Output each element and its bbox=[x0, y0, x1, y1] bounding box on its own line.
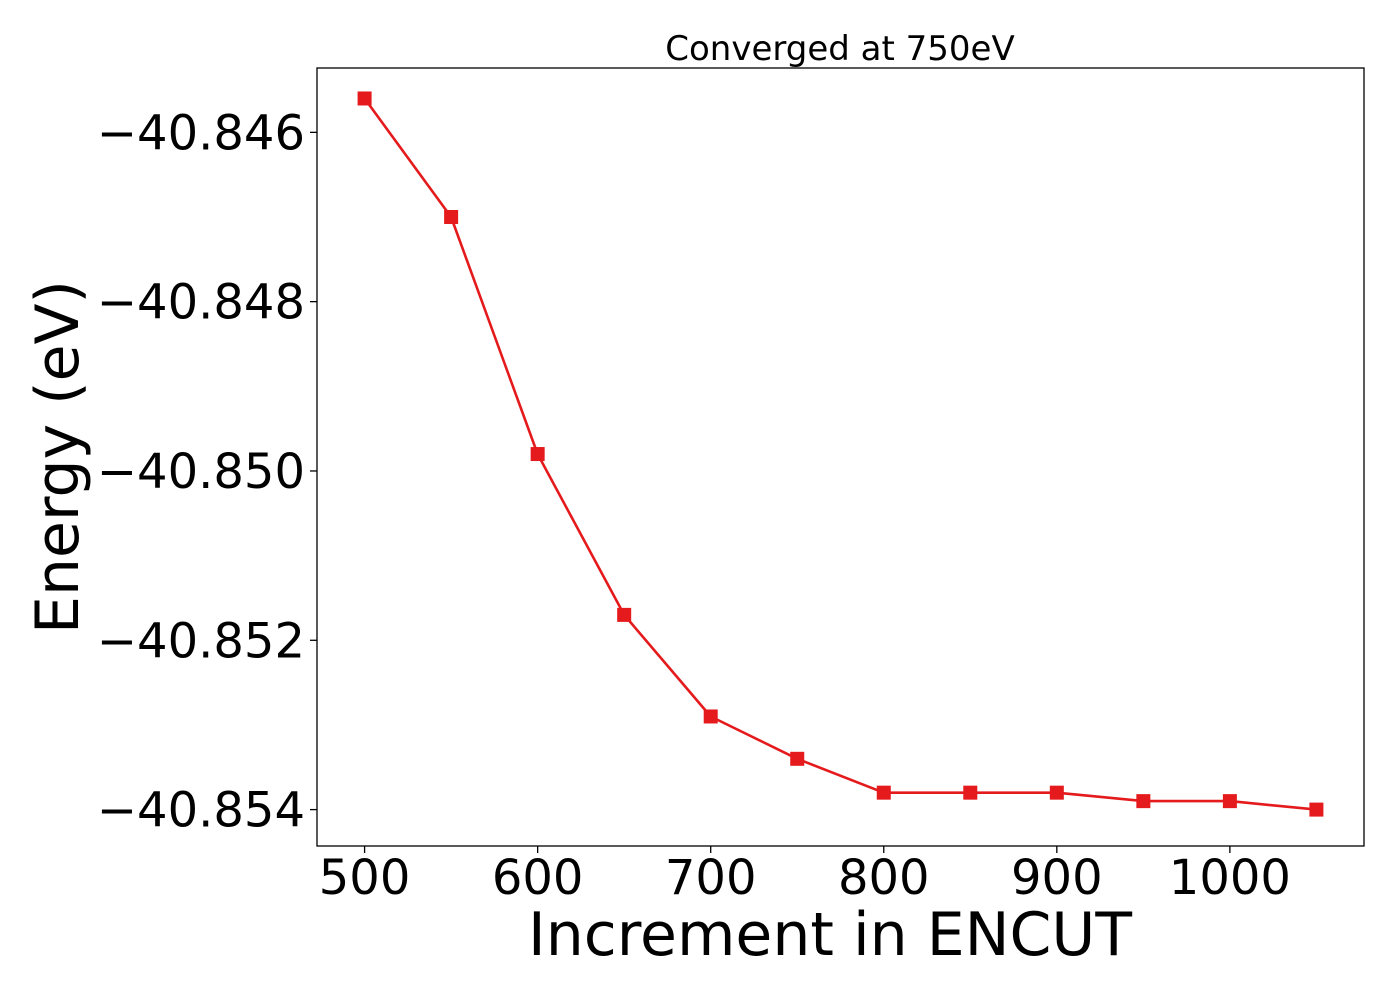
data-point bbox=[1309, 802, 1324, 817]
x-tick-label: 700 bbox=[665, 850, 757, 906]
x-axis-label: Increment in ENCUT bbox=[528, 900, 1132, 970]
y-tick-label: −40.846 bbox=[97, 105, 305, 161]
chart-title: Converged at 750eV bbox=[665, 29, 1014, 69]
data-point bbox=[444, 209, 459, 224]
series-line bbox=[363, 97, 1317, 811]
y-tick-label: −40.850 bbox=[97, 444, 305, 500]
x-tick-label: 800 bbox=[838, 850, 930, 906]
y-tick-label: −40.852 bbox=[97, 613, 305, 669]
data-point bbox=[357, 91, 372, 106]
data-point bbox=[790, 751, 805, 766]
plot-frame bbox=[316, 67, 1365, 847]
data-point bbox=[1222, 794, 1237, 809]
x-tick-label: 1000 bbox=[1169, 850, 1291, 906]
x-tick-label: 600 bbox=[492, 850, 584, 906]
data-point bbox=[703, 709, 718, 724]
y-tick-label: −40.854 bbox=[97, 783, 305, 839]
y-tick-label: −40.848 bbox=[97, 275, 305, 331]
data-point bbox=[530, 447, 545, 462]
x-axis-ticks: 500 600 700 800 900 1000 bbox=[319, 846, 1291, 906]
x-tick-label: 500 bbox=[319, 850, 411, 906]
plot-area bbox=[316, 67, 1365, 847]
x-tick-label: 900 bbox=[1011, 850, 1103, 906]
data-point bbox=[963, 785, 978, 800]
data-point bbox=[1136, 794, 1151, 809]
y-axis-label: Energy (eV) bbox=[23, 280, 93, 634]
data-point bbox=[1049, 785, 1064, 800]
y-axis-ticks: −40.846 −40.848 −40.850 −40.852 −40.854 bbox=[97, 105, 317, 839]
data-point bbox=[617, 607, 632, 622]
data-point bbox=[876, 785, 891, 800]
